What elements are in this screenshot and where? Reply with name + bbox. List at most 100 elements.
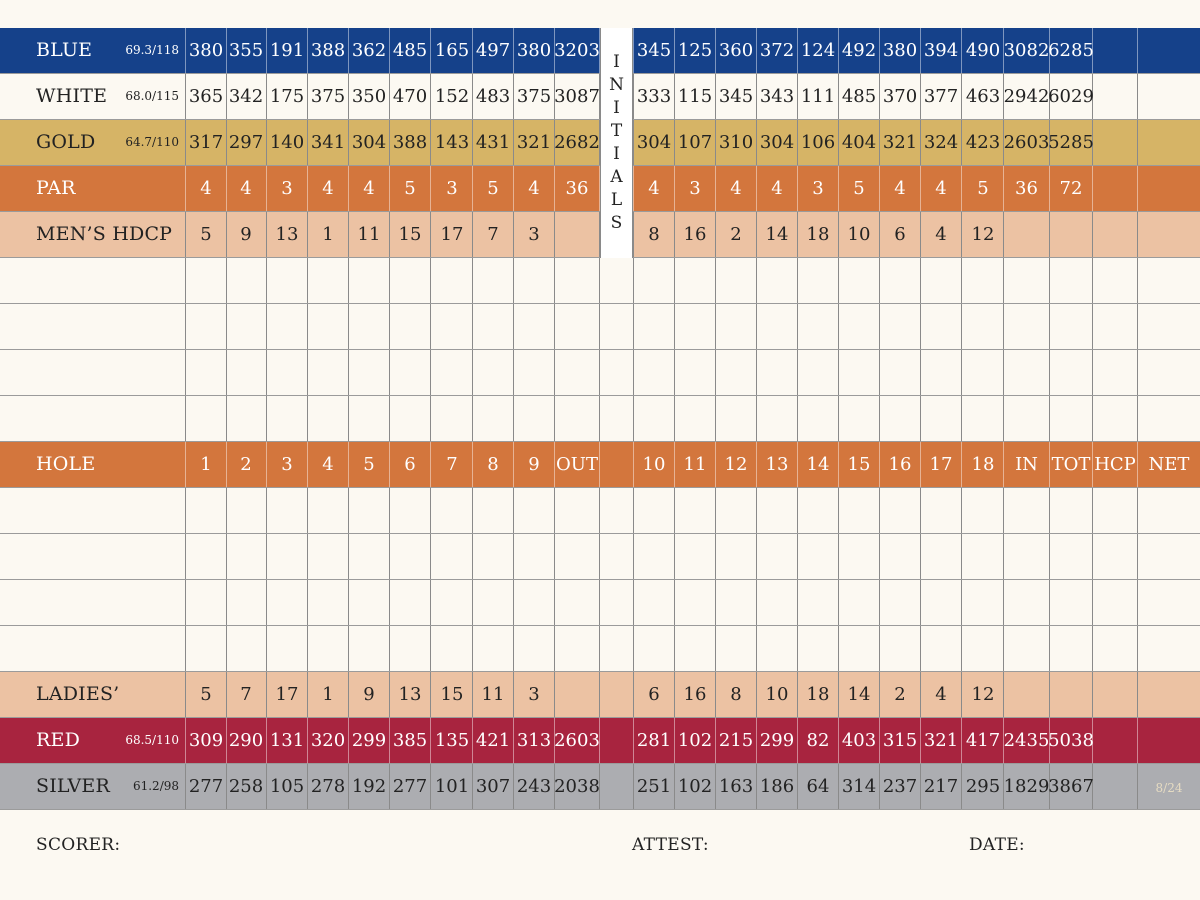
hole-13-cell[interactable] — [757, 396, 798, 441]
hole-14-cell[interactable] — [798, 304, 839, 349]
out-cell[interactable] — [555, 350, 600, 395]
hole-2-cell[interactable] — [226, 534, 267, 579]
hole-8-cell[interactable] — [473, 626, 514, 671]
hole-4-cell[interactable] — [308, 396, 349, 441]
hole-1-cell[interactable] — [186, 534, 227, 579]
hole-5-cell[interactable] — [349, 534, 390, 579]
total-cell[interactable] — [1050, 304, 1093, 349]
hole-3-cell[interactable] — [267, 350, 308, 395]
hole-10-cell[interactable] — [634, 626, 675, 671]
net-cell[interactable] — [1138, 534, 1200, 579]
net-cell[interactable] — [1138, 304, 1200, 349]
hole-15-cell[interactable] — [839, 258, 880, 303]
in-cell[interactable] — [1004, 350, 1050, 395]
hole-3-cell[interactable] — [267, 304, 308, 349]
net-cell[interactable] — [1138, 580, 1200, 625]
hole-7-cell[interactable] — [432, 350, 473, 395]
hole-4-cell[interactable] — [308, 534, 349, 579]
hole-13-cell[interactable] — [757, 488, 798, 533]
hole-16-cell[interactable] — [880, 534, 921, 579]
hole-9-cell[interactable] — [514, 350, 555, 395]
hole-7-cell[interactable] — [432, 580, 473, 625]
hole-15-cell[interactable] — [839, 488, 880, 533]
hole-8-cell[interactable] — [473, 304, 514, 349]
hole-15-cell[interactable] — [839, 534, 880, 579]
hole-14-cell[interactable] — [798, 534, 839, 579]
hole-4-cell[interactable] — [308, 304, 349, 349]
hole-15-cell[interactable] — [839, 580, 880, 625]
hole-17-cell[interactable] — [921, 488, 962, 533]
out-cell[interactable] — [555, 258, 600, 303]
hole-2-cell[interactable] — [226, 396, 267, 441]
hole-14-cell[interactable] — [798, 350, 839, 395]
hole-5-cell[interactable] — [349, 580, 390, 625]
hole-8-cell[interactable] — [473, 488, 514, 533]
hole-1-cell[interactable] — [186, 350, 227, 395]
initials-cell[interactable] — [600, 304, 634, 349]
hole-17-cell[interactable] — [921, 396, 962, 441]
hole-2-cell[interactable] — [226, 626, 267, 671]
hole-2-cell[interactable] — [226, 304, 267, 349]
row-label[interactable] — [0, 534, 186, 579]
hole-12-cell[interactable] — [716, 350, 757, 395]
hole-11-cell[interactable] — [675, 626, 716, 671]
hole-4-cell[interactable] — [308, 580, 349, 625]
hole-10-cell[interactable] — [634, 304, 675, 349]
row-label[interactable] — [0, 258, 186, 303]
net-cell[interactable] — [1138, 396, 1200, 441]
hole-7-cell[interactable] — [432, 396, 473, 441]
hole-5-cell[interactable] — [349, 626, 390, 671]
hole-18-cell[interactable] — [963, 626, 1004, 671]
row-label[interactable] — [0, 304, 186, 349]
hole-7-cell[interactable] — [432, 534, 473, 579]
hcp-cell[interactable] — [1093, 304, 1138, 349]
hole-7-cell[interactable] — [432, 304, 473, 349]
hole-7-cell[interactable] — [432, 626, 473, 671]
out-cell[interactable] — [555, 304, 600, 349]
out-cell[interactable] — [555, 534, 600, 579]
net-cell[interactable] — [1138, 488, 1200, 533]
in-cell[interactable] — [1004, 626, 1050, 671]
net-cell[interactable] — [1138, 350, 1200, 395]
hole-5-cell[interactable] — [349, 396, 390, 441]
in-cell[interactable] — [1004, 580, 1050, 625]
hole-3-cell[interactable] — [267, 488, 308, 533]
hole-12-cell[interactable] — [716, 534, 757, 579]
initials-cell[interactable] — [600, 626, 634, 671]
row-label[interactable] — [0, 350, 186, 395]
hole-17-cell[interactable] — [921, 534, 962, 579]
hole-11-cell[interactable] — [675, 350, 716, 395]
hole-16-cell[interactable] — [880, 626, 921, 671]
hole-11-cell[interactable] — [675, 534, 716, 579]
row-label[interactable] — [0, 396, 186, 441]
hole-18-cell[interactable] — [963, 580, 1004, 625]
hole-17-cell[interactable] — [921, 258, 962, 303]
hole-9-cell[interactable] — [514, 258, 555, 303]
hole-16-cell[interactable] — [880, 396, 921, 441]
hole-9-cell[interactable] — [514, 488, 555, 533]
total-cell[interactable] — [1050, 534, 1093, 579]
hcp-cell[interactable] — [1093, 488, 1138, 533]
hole-13-cell[interactable] — [757, 350, 798, 395]
hole-9-cell[interactable] — [514, 396, 555, 441]
hole-4-cell[interactable] — [308, 488, 349, 533]
hole-18-cell[interactable] — [963, 534, 1004, 579]
hole-1-cell[interactable] — [186, 304, 227, 349]
hole-16-cell[interactable] — [880, 580, 921, 625]
hole-16-cell[interactable] — [880, 488, 921, 533]
hole-13-cell[interactable] — [757, 304, 798, 349]
hole-12-cell[interactable] — [716, 488, 757, 533]
hole-11-cell[interactable] — [675, 396, 716, 441]
in-cell[interactable] — [1004, 258, 1050, 303]
hcp-cell[interactable] — [1093, 350, 1138, 395]
hole-15-cell[interactable] — [839, 626, 880, 671]
out-cell[interactable] — [555, 396, 600, 441]
hole-1-cell[interactable] — [186, 488, 227, 533]
hole-14-cell[interactable] — [798, 258, 839, 303]
hole-6-cell[interactable] — [390, 488, 431, 533]
hole-18-cell[interactable] — [963, 488, 1004, 533]
initials-cell[interactable] — [600, 396, 634, 441]
hole-10-cell[interactable] — [634, 534, 675, 579]
out-cell[interactable] — [555, 626, 600, 671]
in-cell[interactable] — [1004, 396, 1050, 441]
